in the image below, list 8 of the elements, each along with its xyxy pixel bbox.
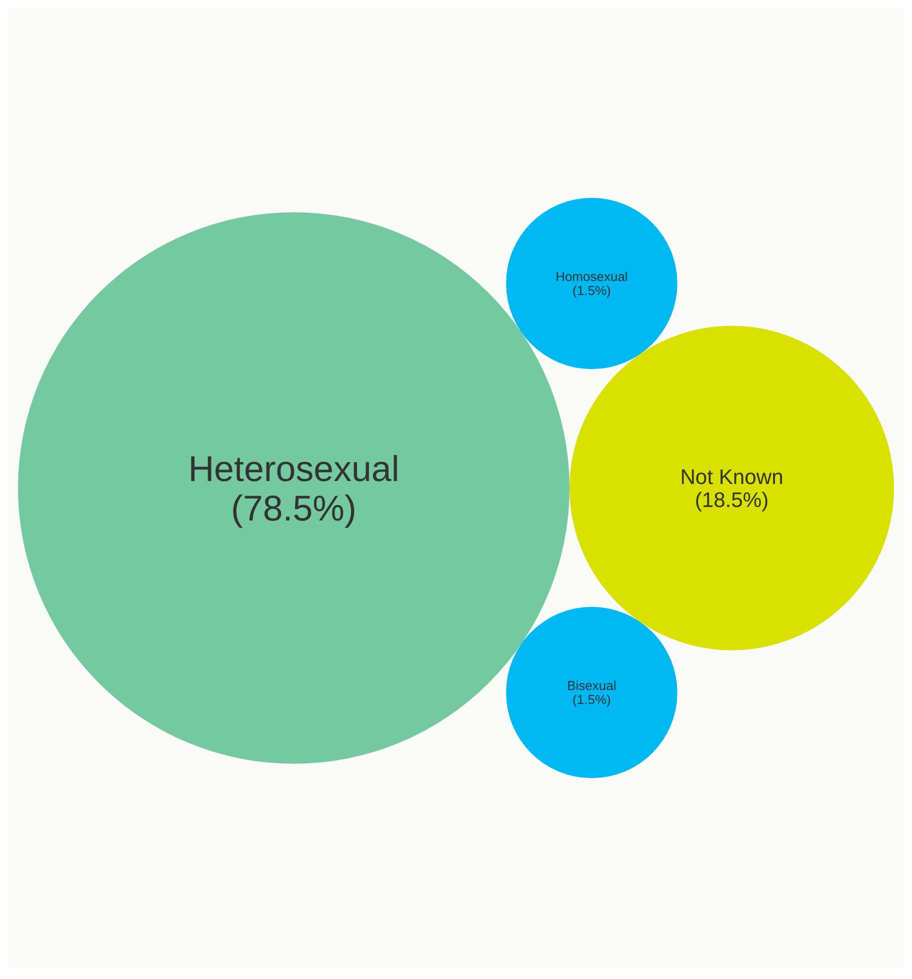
data-label: (18.5%) — [694, 488, 769, 512]
category-label: Heterosexual — [188, 448, 400, 489]
category-label: Not Known — [680, 466, 784, 489]
data-label: (78.5%) — [231, 488, 356, 528]
category-label: Homosexual — [556, 268, 628, 284]
category-label: Bisexual — [567, 678, 616, 693]
data-label: (1.5%) — [572, 283, 611, 298]
data-label: (1.5%) — [572, 692, 611, 708]
